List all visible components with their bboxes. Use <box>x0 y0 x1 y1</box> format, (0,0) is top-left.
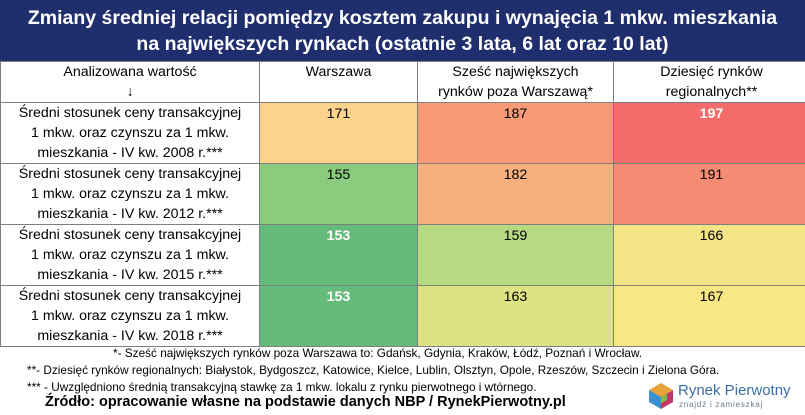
page-title: Zmiany średniej relacji pomiędzy kosztem… <box>0 0 805 61</box>
source-note: Źródło: opracowanie własne na podstawie … <box>45 394 566 410</box>
logo-tagline: znajdź i zamieszkaj <box>679 400 764 409</box>
cell-value: 163 <box>503 289 528 305</box>
value-cell: 197 <box>613 102 805 164</box>
title-line-1: Zmiany średniej relacji pomiędzy kosztem… <box>27 7 778 29</box>
cell-value: 159 <box>503 228 528 244</box>
cell-value: 167 <box>699 289 724 305</box>
table-row: Średni stosunek ceny transakcyjnej 1 mkw.… <box>0 224 805 286</box>
value-cell: 182 <box>417 163 614 225</box>
title-line-2: na największych rynkach (ostatnie 3 lata… <box>136 33 669 55</box>
cell-value: 153 <box>326 228 351 244</box>
comparison-table: Analizowana wartość ↓ Warszawa Sześć naj… <box>0 61 805 347</box>
value-cell: 167 <box>613 285 805 347</box>
header-analyzed-value: Analizowana wartość ↓ <box>0 61 260 103</box>
value-cell: 159 <box>417 224 614 286</box>
value-cell: 163 <box>417 285 614 347</box>
table-row: Średni stosunek ceny transakcyjnej 1 mkw.… <box>0 285 805 347</box>
cell-value: 171 <box>326 106 351 122</box>
value-cell: 153 <box>259 224 418 286</box>
house-cube-icon <box>649 383 673 409</box>
header-warsaw: Warszawa <box>259 61 418 103</box>
rynek-pierwotny-logo: Rynek Pierwotny znajdź i zamieszkaj <box>648 380 803 412</box>
cell-value: 166 <box>699 228 724 244</box>
arrow-down-icon: ↓ <box>126 84 134 100</box>
header-ten-markets: Dziesięć rynków regionalnych** <box>613 61 805 103</box>
row-label: Średni stosunek ceny transakcyjnej 1 mkw.… <box>0 224 260 286</box>
table-row: Średni stosunek ceny transakcyjnej 1 mkw.… <box>0 102 805 164</box>
cell-value: 155 <box>326 167 351 183</box>
footnote-1: *- Sześć największych rynków poza Warsza… <box>113 346 643 360</box>
cell-value: 191 <box>699 167 724 183</box>
table-header-row: Analizowana wartość ↓ Warszawa Sześć naj… <box>0 61 805 103</box>
cell-value: 153 <box>326 289 351 305</box>
value-cell: 171 <box>259 102 418 164</box>
header-six-markets: Sześć największych rynków poza Warszawą* <box>417 61 614 103</box>
value-cell: 166 <box>613 224 805 286</box>
footnote-3: *** - Uwzględniono średnią transakcyjną … <box>27 380 537 394</box>
cell-value: 197 <box>699 106 724 122</box>
value-cell: 191 <box>613 163 805 225</box>
cell-value: 187 <box>503 106 528 122</box>
row-label: Średni stosunek ceny transakcyjnej 1 mkw.… <box>0 163 260 225</box>
table-row: Średni stosunek ceny transakcyjnej 1 mkw.… <box>0 163 805 225</box>
footnote-2: **- Dziesięć rynków regionalnych: Białys… <box>27 363 720 377</box>
value-cell: 187 <box>417 102 614 164</box>
value-cell: 155 <box>259 163 418 225</box>
row-label: Średni stosunek ceny transakcyjnej 1 mkw.… <box>0 102 260 164</box>
row-label: Średni stosunek ceny transakcyjnej 1 mkw.… <box>0 285 260 347</box>
cell-value: 182 <box>503 167 528 183</box>
logo-name: Rynek Pierwotny <box>678 382 791 399</box>
value-cell: 153 <box>259 285 418 347</box>
